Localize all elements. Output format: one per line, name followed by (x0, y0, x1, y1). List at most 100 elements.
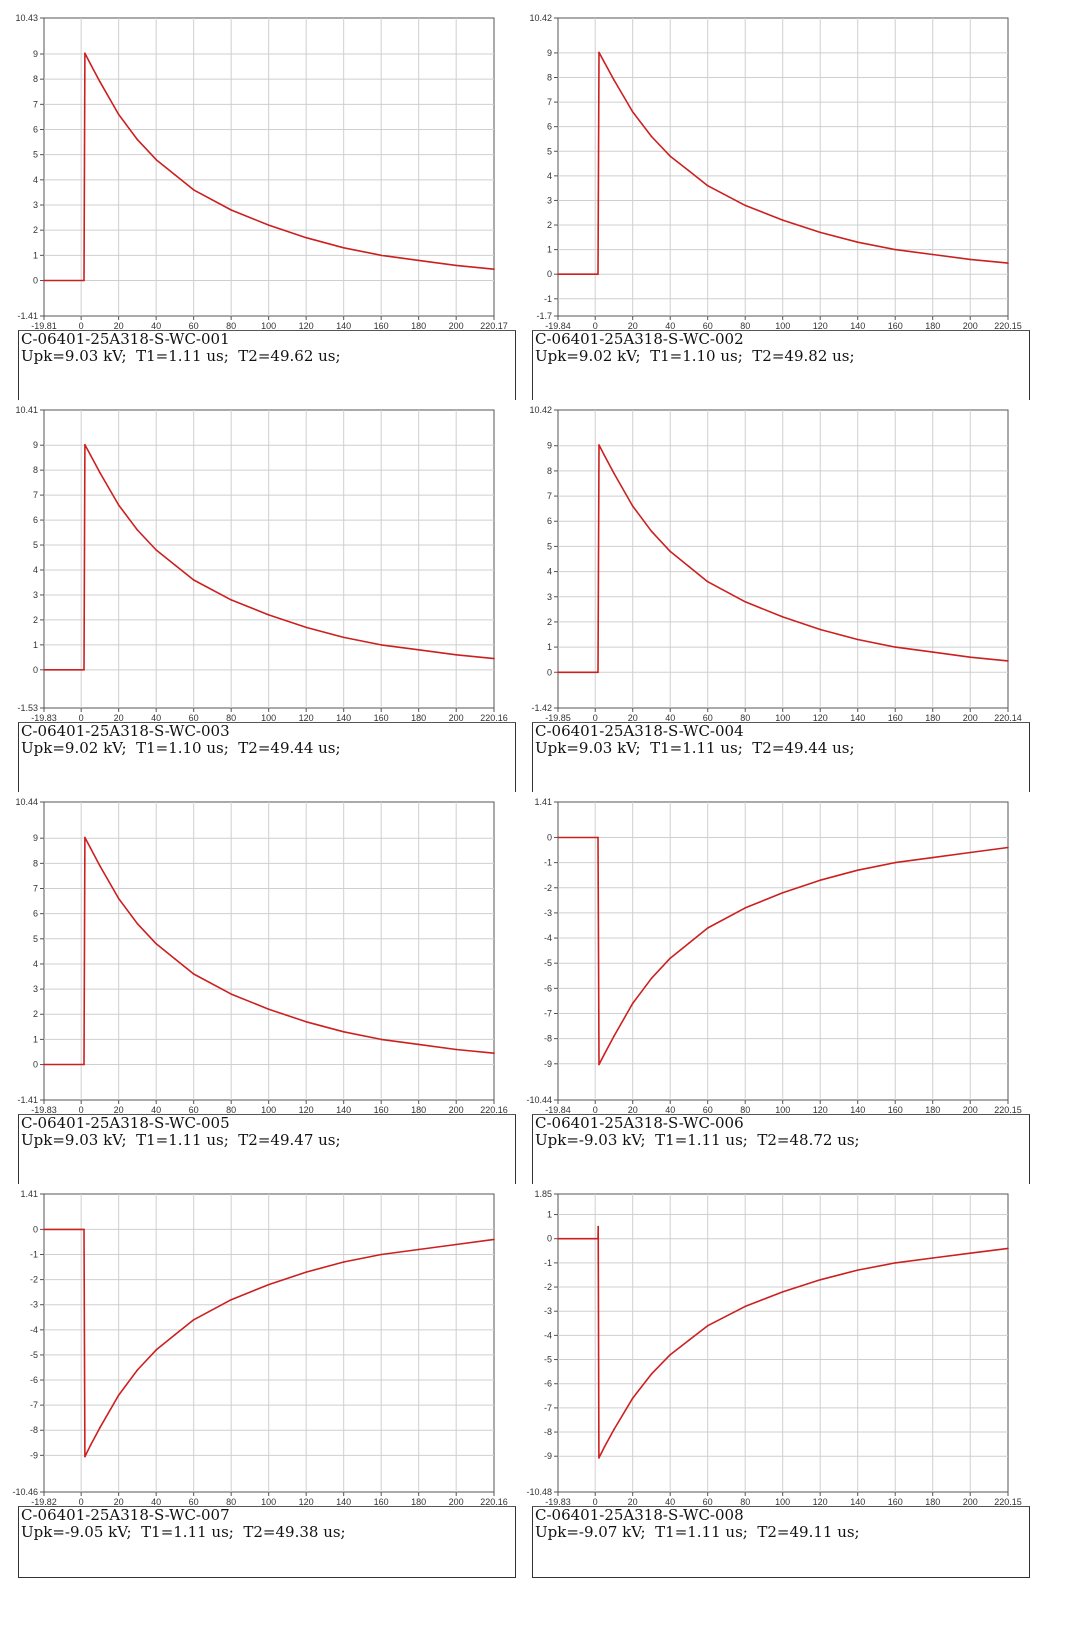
waveform-point (706, 1324, 709, 1327)
x-tick-label: 140 (850, 321, 865, 330)
y-tick-label: 2 (547, 220, 552, 230)
x-tick-label: 60 (703, 321, 713, 330)
y-tick-label: -6 (544, 1379, 552, 1389)
y-tick-label: 0 (33, 665, 38, 675)
x-tick-label: 80 (740, 713, 750, 722)
x-tick-label: 220.16 (480, 1105, 508, 1114)
x-tick-label: 220.17 (480, 321, 508, 330)
x-tick-label: 100 (775, 321, 790, 330)
waveform-point (83, 279, 85, 282)
x-tick-label: 0 (79, 1105, 84, 1114)
y-tick-label: 1 (33, 1034, 38, 1044)
test-id-5: C-06401-25A318-S-WC-005 (21, 1114, 230, 1132)
waveform-point (1007, 262, 1009, 264)
y-tick-label: 1 (33, 250, 38, 260)
test-id-6: C-06401-25A318-S-WC-006 (535, 1114, 744, 1132)
waveform-point (305, 1020, 307, 1023)
x-tick-label: 120 (813, 1497, 828, 1506)
x-tick-label: 0 (593, 321, 598, 330)
waveform-point (174, 958, 176, 960)
y-tick-label: -3 (30, 1300, 38, 1310)
x-tick-label: 200 (963, 1497, 978, 1506)
y-tick-label: 7 (33, 884, 38, 894)
x-tick-label: 60 (189, 321, 199, 330)
waveform-point (43, 279, 45, 282)
waveform-point (99, 471, 101, 474)
x-tick-label: 180 (925, 1497, 940, 1506)
x-tick-label: 160 (374, 713, 389, 722)
waveform-point (631, 1002, 634, 1005)
waveform-point (117, 504, 120, 506)
waveform-point (631, 505, 634, 507)
waveform-point (669, 550, 672, 553)
y-tick-label: 5 (33, 150, 38, 160)
panel-1: -19.81 0 20 40 60 80 100 120 140 160 180 200 220.17-… (8, 8, 528, 408)
x-tick-label: 200 (963, 713, 978, 722)
waveform-point (598, 1063, 600, 1066)
x-tick-label: 100 (261, 321, 276, 330)
waveform-point (43, 669, 45, 671)
waveform-point (84, 836, 86, 839)
x-tick-label: 140 (336, 713, 351, 722)
waveform-point (894, 646, 897, 648)
x-tick-label: 180 (411, 1105, 426, 1114)
x-tick-label: 80 (226, 713, 236, 722)
waveform-point (613, 79, 615, 81)
y-tick-label: 10.43 (15, 13, 38, 23)
waveform-line (558, 444, 1009, 674)
waveform-point (856, 241, 859, 244)
waveform-point (744, 907, 747, 909)
waveform-point (89, 63, 92, 65)
waveform-point (305, 236, 307, 239)
x-tick-label: 0 (79, 1497, 84, 1506)
y-tick-label: -7 (30, 1400, 38, 1410)
x-tick-label: 20 (628, 1497, 638, 1506)
y-tick-label: -7 (544, 1008, 552, 1018)
waveform-point (598, 51, 600, 54)
chart-3: -19.83 0 20 40 60 80 100 120 140 160 180 200 220.16-… (15, 405, 507, 722)
y-tick-label: -1.53 (17, 703, 38, 713)
waveform-point (230, 1298, 232, 1301)
waveform-point (267, 614, 270, 616)
x-tick-label: 140 (336, 1105, 351, 1114)
y-tick-label: 10.42 (529, 405, 552, 415)
waveform-point (631, 111, 634, 113)
waveform-point (417, 1248, 420, 1251)
y-tick-label: 6 (547, 516, 552, 526)
waveform-point (856, 638, 859, 641)
waveform-point (99, 865, 101, 867)
x-tick-label: 180 (411, 1497, 426, 1506)
y-tick-label: 4 (547, 171, 552, 181)
waveform-point (89, 847, 92, 850)
x-tick-label: 80 (226, 1497, 236, 1506)
x-tick-label: 120 (813, 321, 828, 330)
y-tick-label: -1 (544, 294, 552, 304)
x-tick-label: 0 (79, 321, 84, 330)
waveform-point (598, 444, 600, 446)
waveform-point (598, 1457, 600, 1459)
waveform-point (603, 1445, 606, 1448)
test-id-3: C-06401-25A318-S-WC-003 (21, 722, 230, 740)
x-tick-label: 80 (740, 1497, 750, 1506)
y-tick-label: 0 (547, 832, 552, 842)
y-tick-label: 0 (33, 1224, 38, 1234)
x-tick-label: -19.83 (545, 1497, 571, 1506)
waveform-point (342, 1031, 345, 1033)
y-tick-label: -8 (544, 1427, 552, 1437)
x-tick-label: 60 (703, 1497, 713, 1506)
x-tick-label: 20 (114, 1497, 124, 1506)
y-tick-label: 6 (33, 515, 38, 525)
waveform-point (136, 1369, 139, 1371)
y-tick-label: 8 (33, 74, 38, 84)
y-tick-label: 5 (33, 934, 38, 944)
plot-8: -19.83 0 20 40 60 80 100 120 140 160 180 200 220.15 -… (522, 1184, 1042, 1506)
x-tick-label: 40 (151, 1105, 161, 1114)
x-tick-label: 120 (299, 1497, 314, 1506)
x-tick-label: 100 (775, 1105, 790, 1114)
waveform-point (380, 1253, 382, 1256)
panel-5: -19.83 0 20 40 60 80 100 120 140 160 180 200 220.16-… (8, 792, 528, 1192)
waveform-point (230, 599, 232, 601)
x-tick-label: 140 (850, 1497, 865, 1506)
x-tick-label: 80 (740, 321, 750, 330)
waveform-point (99, 1426, 101, 1429)
